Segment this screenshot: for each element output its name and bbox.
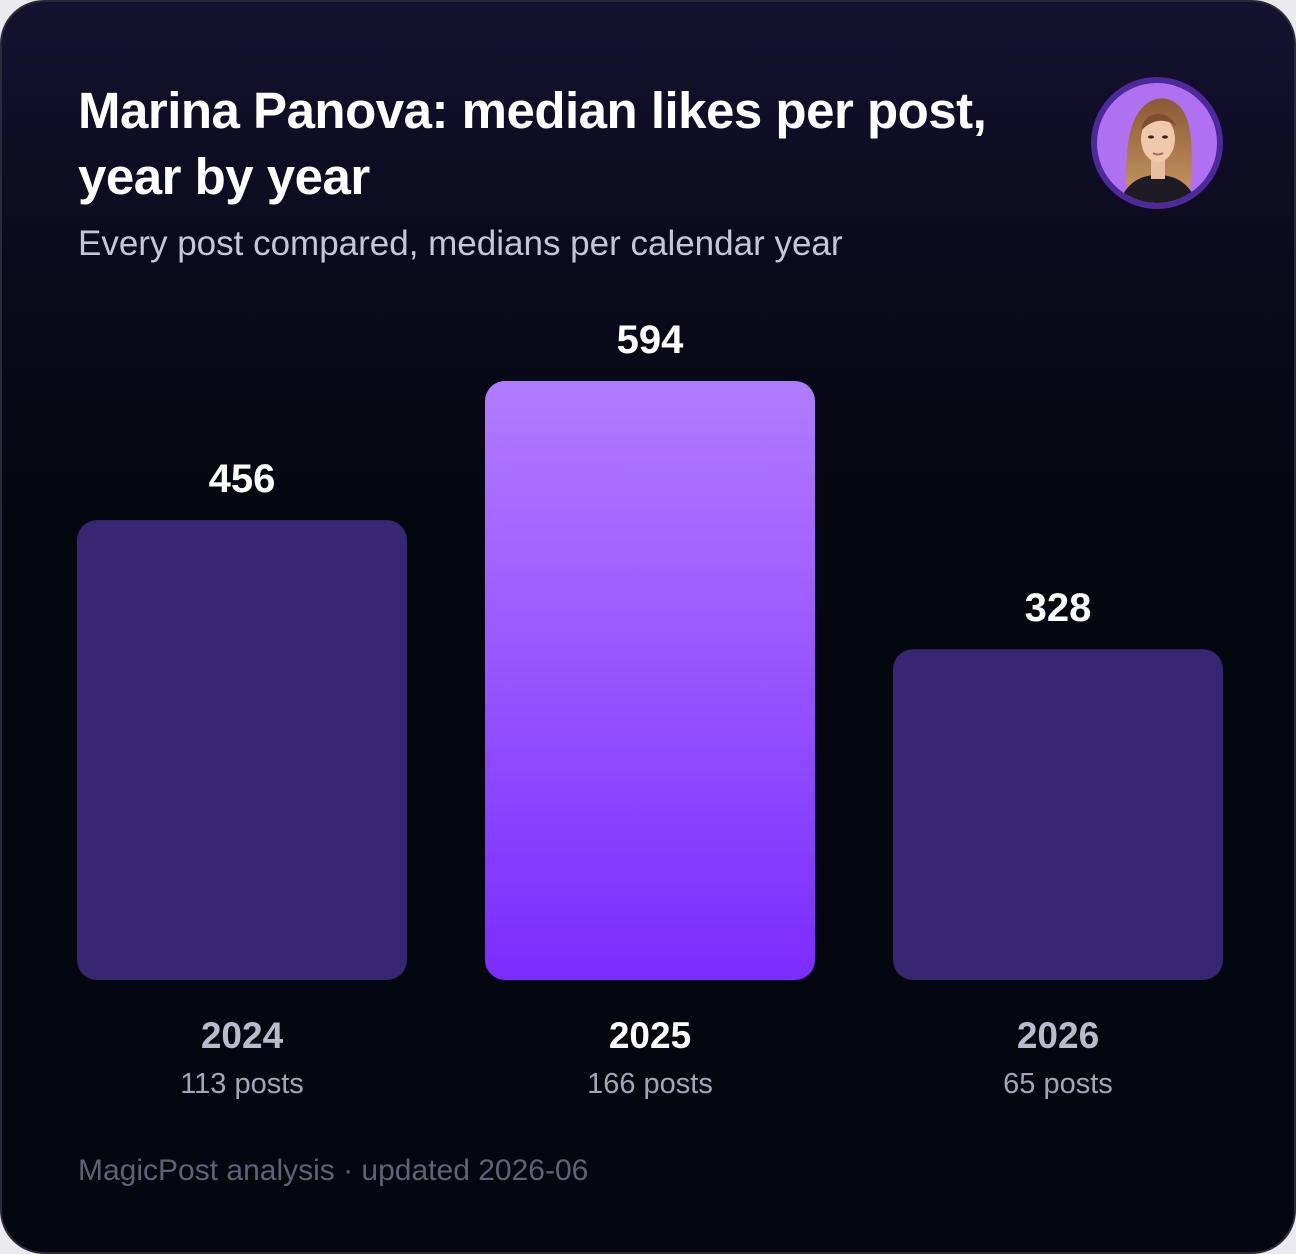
footer-source: MagicPost analysis · updated 2026-06 <box>78 1154 589 1187</box>
chart-subtitle: Every post compared, medians per calenda… <box>78 224 843 263</box>
bar-value-label-2025: 594 <box>617 318 684 362</box>
category-label-2026: 2026 <box>1017 1015 1099 1056</box>
chart-title: Marina Panova: median likes per post, ye… <box>78 82 987 205</box>
bar-2025 <box>485 381 815 980</box>
category-label-2025: 2025 <box>609 1015 691 1056</box>
category-label-2024: 2024 <box>201 1015 284 1056</box>
post-count-label-2024: 113 posts <box>180 1068 304 1100</box>
bar-2024 <box>77 520 407 980</box>
post-count-label-2025: 166 posts <box>587 1068 713 1100</box>
bar-value-label-2024: 456 <box>209 457 276 501</box>
bar-2026 <box>893 649 1223 980</box>
bar-value-label-2026: 328 <box>1025 586 1092 630</box>
post-count-label-2026: 65 posts <box>1003 1068 1113 1100</box>
bars-layer: 456 2024 113 posts 594 2025 166 posts 328 2026 6… <box>77 318 1223 1100</box>
avatar <box>1091 77 1223 209</box>
profile-photo-icon <box>1097 83 1217 203</box>
